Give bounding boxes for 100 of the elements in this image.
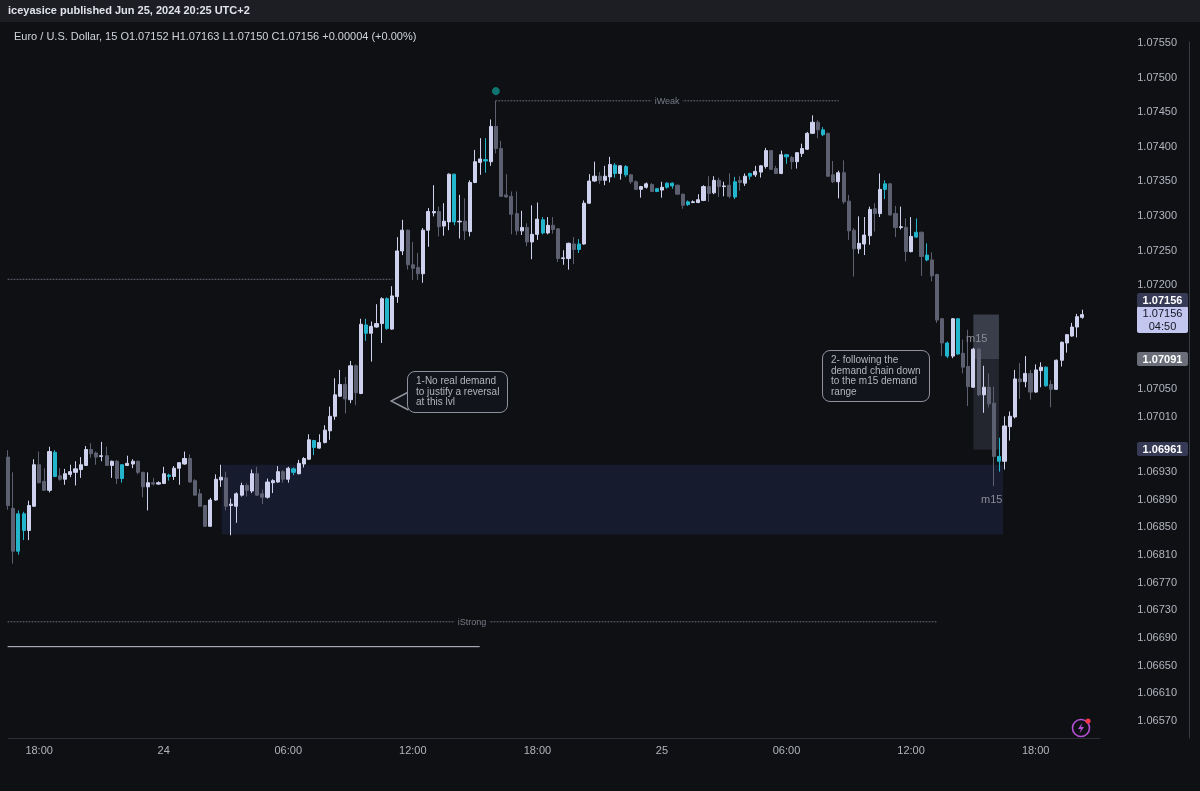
candlestick — [99, 441, 103, 462]
candlestick — [120, 464, 124, 484]
candlestick — [146, 471, 150, 511]
y-tick-label: 1.07450 — [1137, 105, 1177, 118]
x-tick-label: 18:00 — [1021, 743, 1050, 756]
y-tick-label: 1.06570 — [1137, 714, 1177, 727]
candlestick — [909, 216, 913, 253]
candlestick — [577, 238, 581, 254]
candlestick — [712, 175, 716, 195]
y-tick-label: 1.06690 — [1137, 630, 1177, 643]
candlestick — [105, 446, 109, 466]
chart-title: iceyasice published Jun 25, 2024 20:25 UTC+2 — [8, 4, 250, 16]
y-tick-label: 1.07550 — [1137, 36, 1177, 48]
candlestick — [281, 469, 285, 484]
candlestick — [343, 376, 347, 415]
candlestick — [572, 236, 576, 265]
candlestick — [359, 318, 363, 395]
candlestick — [541, 216, 545, 235]
candlestick — [525, 222, 529, 247]
candlestick — [686, 199, 690, 207]
candlestick — [821, 126, 825, 137]
candlestick — [655, 187, 659, 193]
candlestick — [11, 471, 15, 565]
candlestick — [546, 216, 550, 235]
series-label: iStrong — [457, 616, 487, 627]
candlestick — [945, 341, 949, 359]
y-tick-label: 1.07350 — [1137, 174, 1177, 187]
candlestick — [1023, 355, 1027, 388]
candlestick — [738, 175, 742, 192]
y-tick-label: 1.06930 — [1137, 464, 1177, 477]
candlestick — [919, 231, 924, 277]
candlestick — [971, 347, 975, 389]
candlestick — [515, 190, 519, 236]
y-tick-label: 1.06850 — [1137, 520, 1177, 533]
candlestick — [240, 482, 244, 498]
candlestick — [982, 365, 986, 414]
candlestick — [717, 177, 721, 198]
y-tick-label: 1.06650 — [1137, 658, 1177, 671]
y-tick-label: 1.07400 — [1137, 139, 1177, 152]
x-tick-label: 18:00 — [25, 743, 53, 756]
candlestick — [432, 184, 436, 217]
candlestick — [956, 317, 960, 356]
candlestick — [660, 181, 664, 199]
candlestick — [437, 206, 441, 237]
x-tick-label: 18:00 — [523, 743, 552, 756]
candlestick — [1049, 379, 1053, 408]
y-tick-label: 1.07010 — [1137, 409, 1177, 422]
candlestick — [16, 509, 20, 556]
candlestick — [722, 181, 726, 197]
x-tick-label: 06:00 — [772, 743, 801, 756]
candlestick — [743, 172, 747, 187]
series-label: iWeak — [654, 95, 681, 106]
candlestick — [904, 217, 908, 262]
candlestick — [727, 172, 731, 199]
text: 1.07156 04:50 — [1137, 306, 1188, 333]
candlestick — [733, 176, 737, 200]
candlestick — [997, 437, 1001, 473]
candlestick — [784, 153, 789, 165]
y-tick-label: 1.06610 — [1137, 686, 1177, 699]
y-tick-label: 1.07500 — [1137, 70, 1177, 83]
candlestick — [22, 511, 26, 541]
candlestick — [883, 179, 887, 200]
candlestick — [6, 449, 10, 511]
candlestick — [598, 171, 602, 185]
candlestick — [348, 360, 353, 404]
candlestick — [873, 202, 877, 233]
candlestick — [457, 194, 462, 239]
candlestick — [836, 170, 840, 199]
candlestick — [748, 172, 752, 181]
y-tick-label: 1.06770 — [1137, 575, 1177, 588]
candlestick — [291, 466, 296, 476]
candlestick — [312, 439, 316, 456]
candlestick — [707, 175, 711, 203]
candlestick — [624, 164, 628, 178]
text: 1.07091 — [1137, 352, 1188, 366]
candlestick — [1054, 359, 1058, 391]
candlestick — [951, 317, 955, 359]
y-tick-label: 1.07300 — [1137, 208, 1177, 221]
candlestick — [1044, 365, 1048, 388]
candlestick — [317, 433, 321, 450]
chart-subtitle: Euro / U.S. Dollar, 15 O1.07152 H1.07163 L1.07150 C1.07156 +0.00004 (+0.00%) — [14, 30, 417, 42]
candlestick — [250, 469, 254, 494]
candlestick — [899, 206, 903, 230]
candlestick — [167, 473, 171, 482]
candlestick — [483, 137, 488, 174]
candlestick — [125, 455, 129, 467]
candlestick — [925, 242, 929, 262]
candlestick — [816, 119, 820, 139]
annotation: 2- following the demand chain down to the m15 demand range — [822, 350, 930, 402]
x-tick-label: 24 — [157, 743, 170, 756]
x-tick-label: 12:00 — [897, 743, 925, 756]
candlestick — [354, 363, 358, 406]
candlestick — [452, 173, 456, 226]
y-tick-label: 1.06890 — [1137, 492, 1177, 505]
candlestick — [385, 296, 389, 331]
candlestick — [245, 482, 249, 498]
candlestick — [613, 162, 617, 179]
y-tick-label: 1.07250 — [1137, 243, 1177, 256]
candlestick — [208, 497, 212, 528]
candlestick — [520, 210, 524, 236]
